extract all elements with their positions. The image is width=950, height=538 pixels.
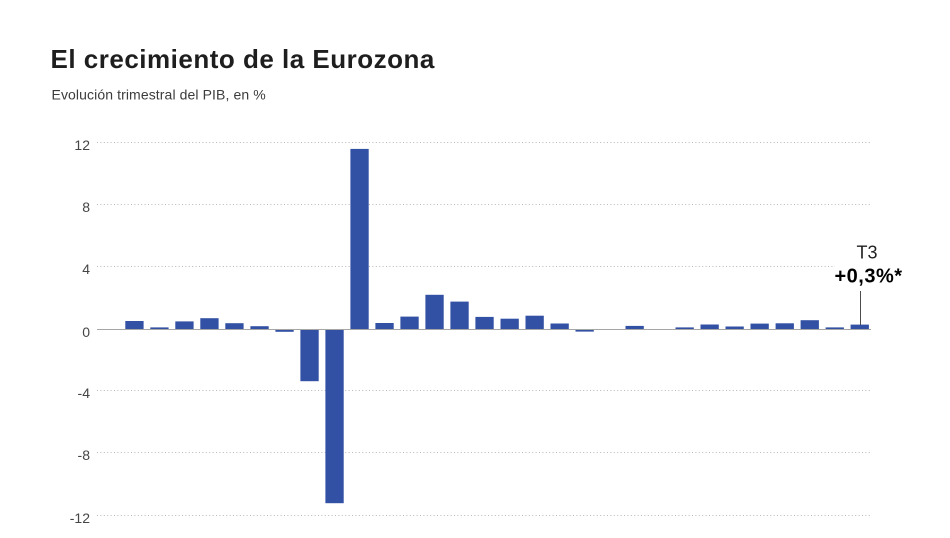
svg-text:T3: T3 [856, 243, 877, 263]
svg-text:4: 4 [82, 261, 90, 277]
svg-text:El crecimiento de la Eurozona: El crecimiento de la Eurozona [51, 44, 435, 74]
svg-text:Evolución trimestral del PIB,: Evolución trimestral del PIB, en % [52, 87, 266, 103]
svg-text:-4: -4 [78, 385, 91, 401]
svg-text:12: 12 [74, 137, 90, 153]
svg-text:0: 0 [82, 324, 90, 340]
svg-text:-8: -8 [78, 447, 91, 463]
svg-text:+0,3%*: +0,3%* [834, 266, 902, 288]
svg-text:8: 8 [82, 199, 90, 215]
svg-text:-12: -12 [70, 510, 90, 526]
